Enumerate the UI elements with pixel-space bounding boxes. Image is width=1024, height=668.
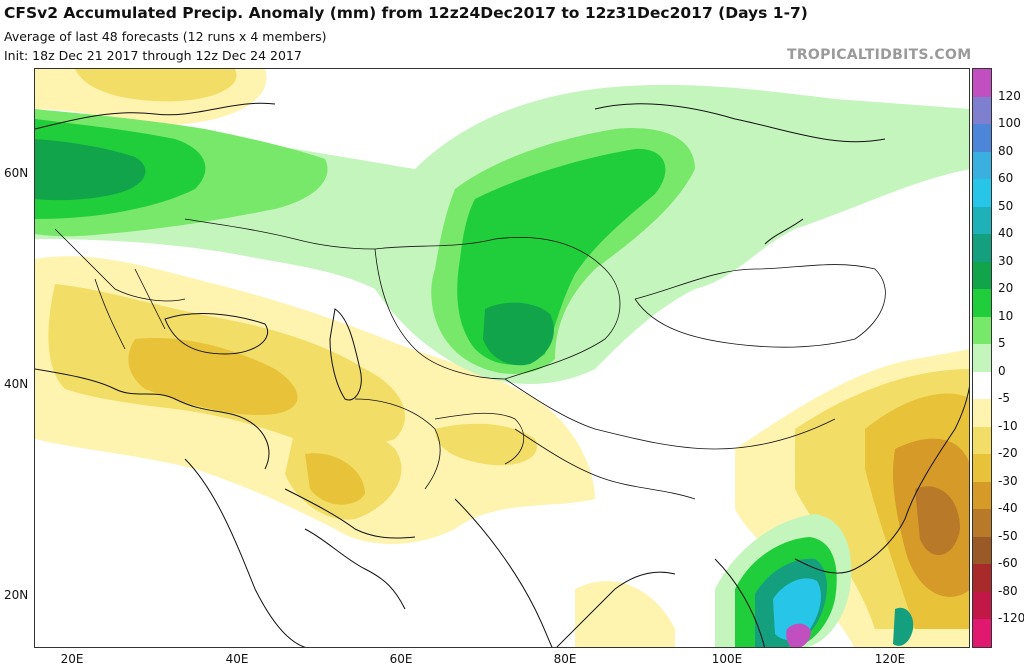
yellow-region-northeu xyxy=(75,69,237,102)
colorbar-segment xyxy=(973,454,991,483)
wet-taiwan-teal xyxy=(893,607,914,646)
lon-label: 60E xyxy=(389,652,413,666)
border-russia-north xyxy=(184,218,376,250)
colorbar-segment xyxy=(973,591,991,620)
colorbar-segment xyxy=(973,536,991,565)
lat-label: 40N xyxy=(4,377,29,391)
colorbar-tick-label: -30 xyxy=(998,473,1018,488)
colorbar-tick-label: 50 xyxy=(998,198,1014,213)
colorbar-tick-label: 120 xyxy=(998,88,1021,103)
political-borders xyxy=(54,218,886,500)
coastline-arabia xyxy=(184,458,406,647)
colorbar-tick-label: 0 xyxy=(998,363,1006,378)
colorbar-segment xyxy=(973,509,991,538)
colorbar-tick-label: 40 xyxy=(998,226,1014,241)
colorbar-tick-label: 10 xyxy=(998,308,1014,323)
colorbar-tick-label: -10 xyxy=(998,418,1018,433)
colorbar-segment xyxy=(973,316,991,345)
colorbar-segment xyxy=(973,289,991,318)
coastline-mediterranean xyxy=(35,368,270,470)
colorbar-tick-label: -120 xyxy=(998,611,1024,626)
wet-core-scandinavia-dark xyxy=(35,139,146,201)
colorbar-tick-label: -60 xyxy=(998,556,1018,571)
colorbar-tick-label: -20 xyxy=(998,446,1018,461)
colorbar-tick-label: 20 xyxy=(998,281,1014,296)
colorbar-segment xyxy=(973,234,991,263)
border-india-north xyxy=(514,428,696,500)
lat-label: 20N xyxy=(4,588,29,602)
wet-core-central-asia-dark xyxy=(483,302,554,366)
colorbar-tick-label: -5 xyxy=(998,391,1010,406)
coastline-north xyxy=(35,102,886,143)
border-afghanistan xyxy=(434,412,524,465)
precip-anomaly-map xyxy=(35,69,969,647)
colorbar-segment xyxy=(973,371,991,400)
map-subtitle: Average of last 48 forecasts (12 runs x … xyxy=(4,29,327,44)
colorbar-tick-label: -80 xyxy=(998,583,1018,598)
border-iran xyxy=(354,398,441,490)
colorbar-tick-label: -40 xyxy=(998,501,1018,516)
lon-label: 100E xyxy=(711,652,743,666)
colorbar xyxy=(972,68,992,648)
yellow-region-india xyxy=(435,423,537,466)
colorbar-tick-label: 30 xyxy=(998,253,1014,268)
init-time-label: Init: 18z Dec 21 2017 through 12z Dec 24… xyxy=(4,48,302,63)
lon-label: 80E xyxy=(553,652,577,666)
colorbar-segment xyxy=(973,124,991,153)
colorbar-segment xyxy=(973,151,991,180)
border-europe xyxy=(54,228,186,350)
map-panel xyxy=(34,68,970,648)
lake-baikal xyxy=(764,218,804,245)
colorbar-segment xyxy=(973,426,991,455)
coastline-caspian xyxy=(329,308,362,401)
lat-label: 60N xyxy=(4,166,29,180)
colorbar-segment xyxy=(973,399,991,428)
gold-region-iran xyxy=(305,453,365,505)
lon-label: 120E xyxy=(874,652,906,666)
colorbar-tick-label: 80 xyxy=(998,143,1014,158)
border-kazakhstan xyxy=(374,236,621,380)
colorbar-tick-label: -50 xyxy=(998,528,1018,543)
colorbar-tick-label: 60 xyxy=(998,171,1014,186)
coastline-persian-gulf xyxy=(284,488,416,539)
colorbar-tick-label: 100 xyxy=(998,116,1021,131)
coastline-india xyxy=(454,498,676,647)
colorbar-segment xyxy=(973,619,991,648)
anomaly-fields xyxy=(35,69,969,647)
coastline-se-asia xyxy=(714,518,906,647)
colorbar-segment xyxy=(973,481,991,510)
coastline-china-east xyxy=(904,386,969,520)
wet-se-asia-cyan xyxy=(773,578,821,641)
border-china-west xyxy=(504,378,836,450)
colorbar-segment xyxy=(973,179,991,208)
colorbar-segment xyxy=(973,206,991,235)
dry-region-arabia xyxy=(575,581,675,647)
lon-label: 20E xyxy=(60,652,84,666)
coastlines xyxy=(35,102,969,647)
brand-watermark: TROPICALTIDBITS.COM xyxy=(787,47,972,63)
gold-region-turkey xyxy=(128,338,298,415)
colorbar-segment xyxy=(973,69,991,98)
colorbar-segment xyxy=(973,564,991,593)
wet-se-asia-lavender xyxy=(786,623,811,647)
map-title: CFSv2 Accumulated Precip. Anomaly (mm) f… xyxy=(4,4,808,22)
lon-label: 40E xyxy=(225,652,249,666)
colorbar-tick-label: 5 xyxy=(998,336,1006,351)
colorbar-segment xyxy=(973,261,991,290)
colorbar-segment xyxy=(973,344,991,373)
darkbrown-region-china xyxy=(915,486,960,556)
border-mongolia xyxy=(634,264,886,348)
colorbar-segment xyxy=(973,96,991,125)
coastline-black-sea xyxy=(164,313,268,355)
